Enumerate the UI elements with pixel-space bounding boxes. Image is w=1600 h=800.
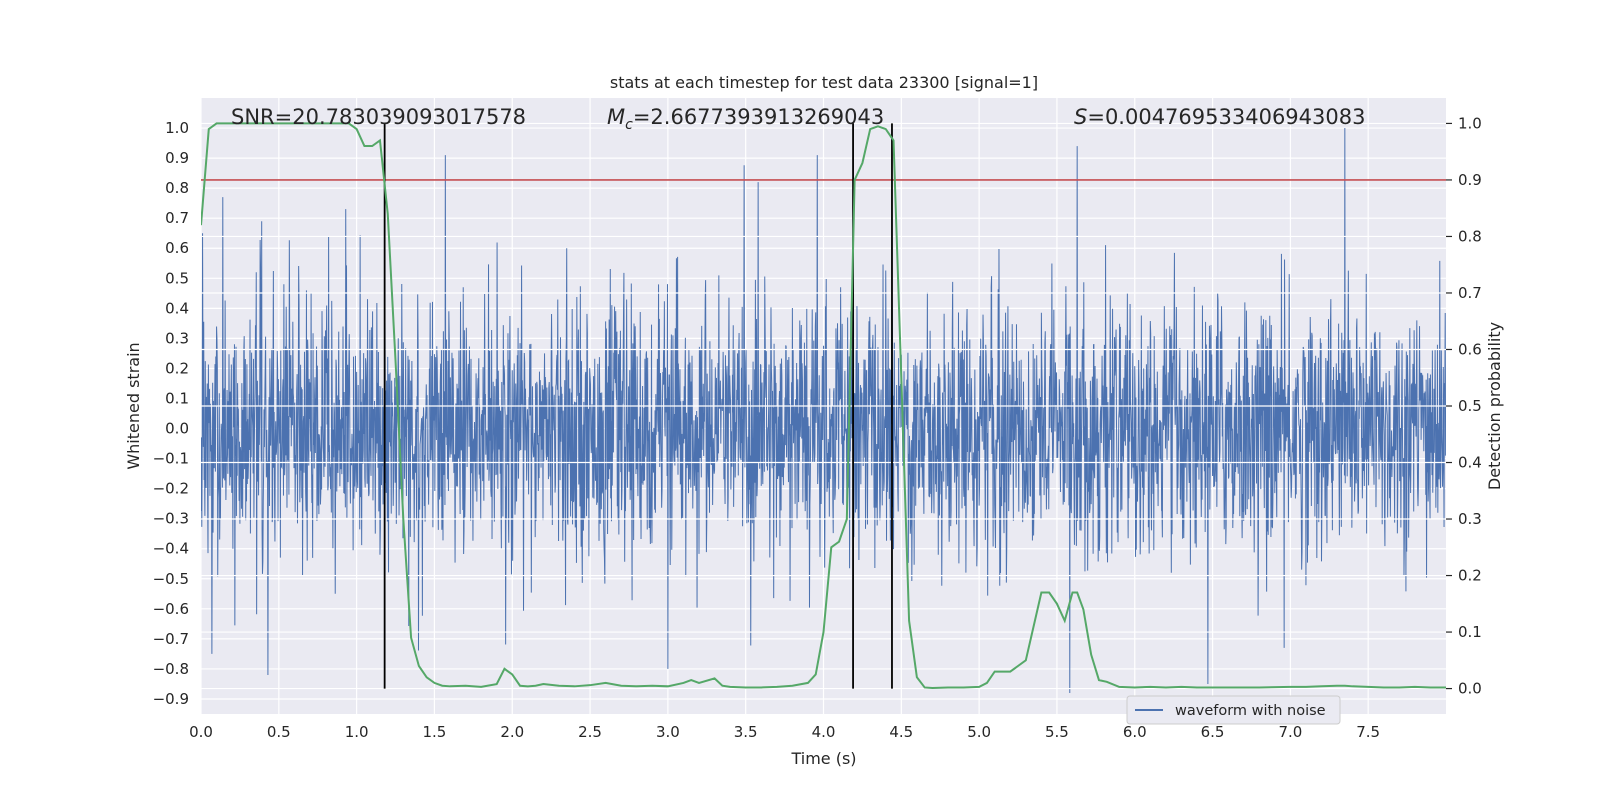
y-right-tick-label: 0.6 (1458, 340, 1482, 358)
legend-box (1126, 695, 1341, 725)
y-left-tick-label: −0.2 (153, 480, 189, 498)
mc-symbol: M (607, 105, 625, 129)
y-left-tick-label: −0.5 (153, 570, 189, 588)
x-tick-label: 6.5 (1201, 723, 1225, 741)
y-left-tick-label: 0.2 (165, 359, 189, 377)
detection-probability-line (201, 122, 1446, 690)
y-right-tick-label: 0.1 (1458, 623, 1482, 641)
x-tick-label: 3.0 (656, 723, 680, 741)
y-left-tick-label: −0.6 (153, 600, 189, 618)
y-left-tick-label: 0.0 (165, 420, 189, 438)
x-tick-label: 2.5 (578, 723, 602, 741)
x-tick-label: 1.5 (423, 723, 447, 741)
x-tick-label: 3.5 (734, 723, 758, 741)
x-tick-label: 7.5 (1356, 723, 1380, 741)
y-left-tick-label: −0.4 (153, 540, 189, 558)
y-right-tick-label: 0.5 (1458, 397, 1482, 415)
y-right-tick-label: 0.4 (1458, 454, 1482, 472)
x-tick-label: 2.0 (500, 723, 524, 741)
y-left-axis-ticks: 1.0 0.9 0.8 0.7 0.6 0.5 0.4 0.3 0.2 0.1 0.0 −0.1 −0.… (153, 119, 189, 708)
chart-title: stats at each timestep for test data 233… (610, 73, 1038, 92)
y-right-axis-ticks: 1.0 0.9 0.8 0.7 0.6 0.5 0.4 0.3 0.2 0.1 0.0 (1446, 114, 1482, 698)
y-left-tick-label: 0.4 (165, 299, 189, 317)
x-tick-label: 4.5 (889, 723, 913, 741)
y-left-tick-label: 0.5 (165, 269, 189, 287)
y-left-tick-label: 0.3 (165, 329, 189, 347)
legend: waveform with noise (1126, 695, 1341, 725)
y-left-tick-label: −0.7 (153, 630, 189, 648)
y-left-tick-label: 1.0 (165, 119, 189, 137)
y-left-tick-label: −0.8 (153, 660, 189, 678)
x-tick-label: 7.0 (1278, 723, 1302, 741)
x-tick-label: 5.5 (1045, 723, 1069, 741)
chirp-mass-annotation: Mc=2.6677393913269043 (607, 105, 884, 133)
x-tick-label: 5.0 (967, 723, 991, 741)
y-left-tick-label: −0.3 (153, 510, 189, 528)
mc-subscript: c (625, 117, 633, 133)
y-right-tick-label: 0.7 (1458, 284, 1482, 302)
y-right-tick-label: 0.8 (1458, 227, 1482, 245)
y-left-tick-label: 0.8 (165, 179, 189, 197)
y-left-tick-label: 0.1 (165, 389, 189, 407)
y-left-tick-label: 0.7 (165, 209, 189, 227)
y-left-axis-label: Whitened strain (124, 342, 143, 469)
y-left-tick-label: 0.9 (165, 149, 189, 167)
snr-annotation: SNR=20.783039093017578 (231, 105, 526, 129)
x-axis-label: Time (s) (790, 749, 856, 768)
y-left-tick-label: −0.9 (153, 690, 189, 708)
y-right-axis-label: Detection probability (1485, 322, 1504, 490)
x-tick-label: 1.0 (345, 723, 369, 741)
y-right-tick-label: 0.9 (1458, 171, 1482, 189)
y-right-tick-label: 1.0 (1458, 114, 1482, 132)
legend-label: waveform with noise (1175, 703, 1326, 719)
waveform-series (201, 128, 1446, 693)
x-tick-label: 6.0 (1123, 723, 1147, 741)
x-tick-label: 0.0 (189, 723, 213, 741)
y-right-tick-label: 0.0 (1458, 680, 1482, 698)
s-symbol: S (1074, 105, 1087, 129)
y-left-tick-label: 0.6 (165, 239, 189, 257)
mc-value: =2.6677393913269043 (633, 105, 884, 129)
x-tick-label: 4.0 (812, 723, 836, 741)
s-value: =0.004769533406943083 (1087, 105, 1365, 129)
s-annotation: S=0.004769533406943083 (1074, 105, 1365, 129)
x-axis-ticks: 0.0 0.5 1.0 1.5 2.0 2.5 3.0 3.5 4.0 4.5 5.0 5.5 6.0 6… (189, 723, 1380, 741)
x-tick-label: 0.5 (267, 723, 291, 741)
y-right-tick-label: 0.3 (1458, 510, 1482, 528)
y-left-tick-label: −0.1 (153, 450, 189, 468)
y-right-tick-label: 0.2 (1458, 567, 1482, 585)
